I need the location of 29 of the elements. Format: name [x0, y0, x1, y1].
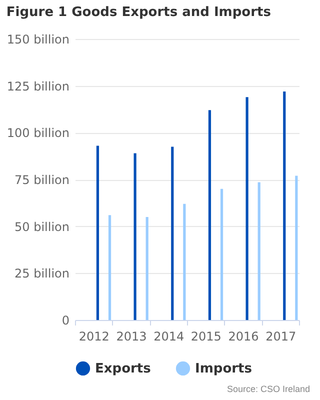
y-tick-label: 75 billion [14, 173, 70, 187]
bar [183, 204, 186, 320]
y-tick-label: 150 billion [6, 32, 70, 46]
x-tick-label: 2012 [78, 330, 110, 344]
x-tick-label: 2017 [266, 330, 296, 344]
y-tick-label: 0 [62, 314, 70, 328]
source-note: Source: CSO Ireland [226, 384, 310, 394]
x-tick-label: 2014 [154, 330, 184, 344]
x-tick-label: 2015 [190, 330, 222, 344]
bar [220, 188, 224, 320]
bar [96, 146, 100, 320]
y-tick-label: 25 billion [14, 266, 70, 281]
bar [134, 153, 136, 320]
legend-label: Imports [195, 361, 252, 376]
bar [246, 97, 248, 320]
bar [146, 216, 148, 320]
bar [258, 182, 260, 320]
y-tick-label: 50 billion [14, 220, 70, 234]
bar [108, 215, 112, 320]
x-tick-label: 2013 [116, 330, 147, 344]
bar [283, 91, 286, 320]
bar [295, 176, 298, 320]
legend-label: Exports [95, 361, 152, 376]
bar [171, 146, 174, 320]
chart-title: Figure 1 Goods Exports and Imports [6, 5, 272, 20]
y-tick-label: 100 billion [6, 126, 70, 140]
y-tick-label: 125 billion [6, 79, 70, 94]
bar [208, 110, 212, 320]
x-tick-label: 2016 [228, 330, 259, 344]
